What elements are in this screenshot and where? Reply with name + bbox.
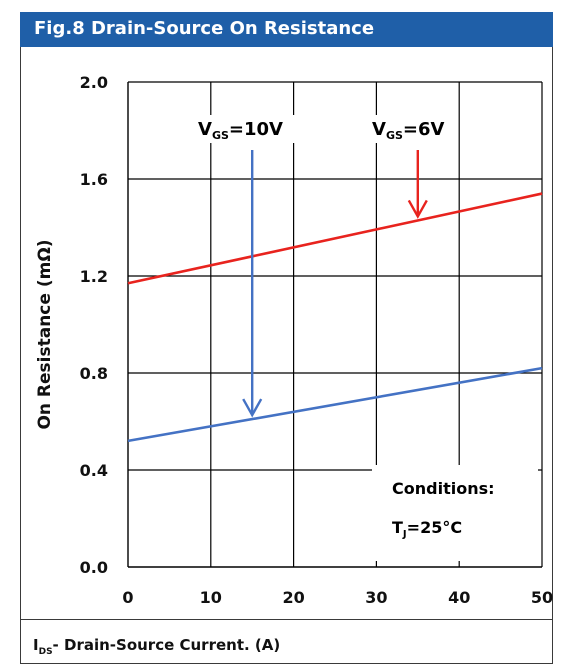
y-axis-label: On Resistance (mΩ) bbox=[35, 239, 55, 429]
series-label: VGS=10V bbox=[198, 119, 283, 142]
footer-divider bbox=[20, 619, 553, 620]
x-axis-label-rest: - Drain-Source Current. (A) bbox=[52, 636, 281, 654]
conditions-title: Conditions: bbox=[392, 479, 495, 498]
figure-header: Fig.8 Drain-Source On Resistance bbox=[20, 12, 553, 47]
y-tick-label: 0.8 bbox=[80, 364, 108, 383]
x-tick-label: 30 bbox=[365, 588, 387, 607]
x-tick-label: 50 bbox=[531, 588, 553, 607]
series-line bbox=[127, 366, 543, 443]
series-arrow-head bbox=[242, 398, 263, 418]
series-line bbox=[127, 192, 543, 285]
conditions-temperature: TJ=25°C bbox=[392, 518, 462, 540]
y-tick-label: 1.2 bbox=[80, 267, 108, 286]
conditions-box bbox=[372, 465, 538, 561]
series-label: VGS=6V bbox=[372, 119, 444, 142]
figure-title: Fig.8 Drain-Source On Resistance bbox=[34, 18, 375, 39]
x-tick-label: 10 bbox=[200, 588, 222, 607]
y-tick-label: 0.4 bbox=[80, 461, 108, 480]
x-tick-label: 40 bbox=[448, 588, 470, 607]
y-tick-label: 0.0 bbox=[80, 558, 108, 577]
x-tick-label: 20 bbox=[282, 588, 304, 607]
y-tick-label: 2.0 bbox=[80, 73, 108, 92]
x-tick-label: 0 bbox=[122, 588, 133, 607]
x-axis-label-main: I bbox=[33, 636, 39, 654]
series-label-bg bbox=[196, 115, 300, 143]
series-label-bg bbox=[370, 115, 458, 143]
x-axis-label-sub: DS bbox=[38, 647, 53, 657]
y-tick-label: 1.6 bbox=[80, 170, 108, 189]
x-axis-label: IDS- Drain-Source Current. (A) bbox=[33, 636, 280, 657]
series-arrow-head bbox=[407, 199, 428, 219]
